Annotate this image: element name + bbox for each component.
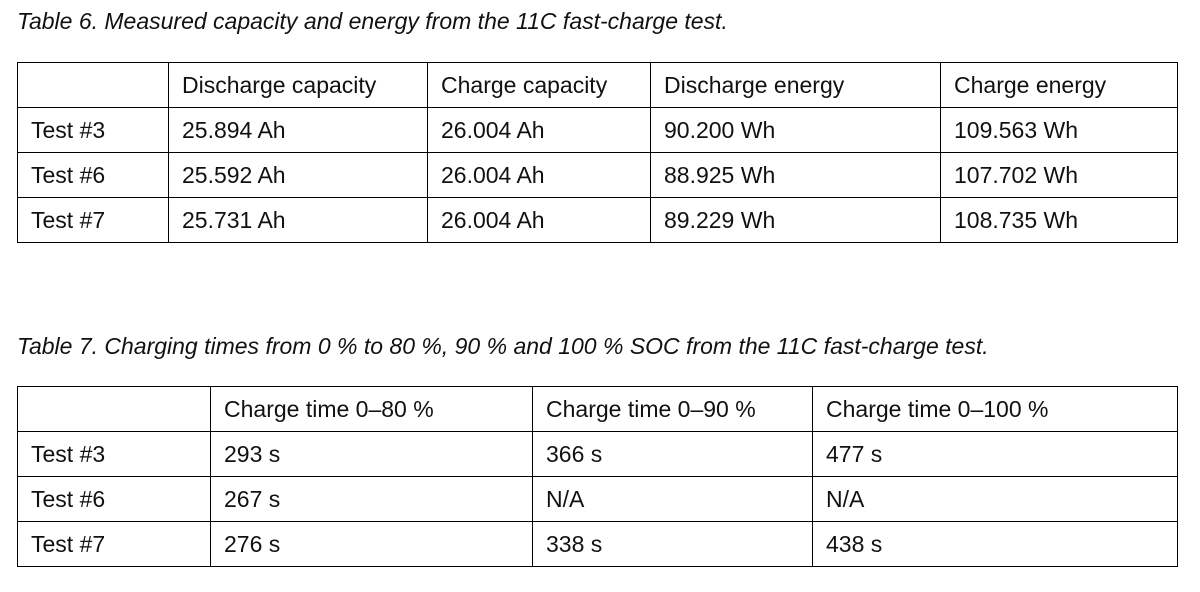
table-cell: 338 s <box>532 521 813 567</box>
table-cell: 25.592 Ah <box>168 152 428 198</box>
table-row: Test #6 25.592 Ah 26.004 Ah 88.925 Wh 107.70… <box>17 152 1178 198</box>
row-label: Test #3 <box>17 431 211 477</box>
header-cell <box>17 386 211 432</box>
header-cell: Charge time 0–80 % <box>210 386 533 432</box>
header-row: Discharge capacity Charge capacity Dischar… <box>17 62 1178 108</box>
row-label: Test #6 <box>17 476 211 522</box>
table-cell: 25.731 Ah <box>168 197 428 243</box>
table-row: Test #6 267 s N/A N/A <box>17 476 1178 522</box>
table-cell: 438 s <box>812 521 1178 567</box>
table-caption: Table 7. Charging times from 0 % to 80 %… <box>17 333 989 359</box>
table-row: Test #3 293 s 366 s 477 s <box>17 431 1178 477</box>
header-cell: Charge energy <box>940 62 1178 108</box>
header-cell: Charge time 0–100 % <box>812 386 1178 432</box>
table-cell: 267 s <box>210 476 533 522</box>
header-row: Charge time 0–80 % Charge time 0–90 % Char… <box>17 386 1178 432</box>
table-cell: 26.004 Ah <box>427 197 651 243</box>
table-caption: Table 6. Measured capacity and energy fr… <box>17 8 728 34</box>
table-cell: 109.563 Wh <box>940 107 1178 153</box>
table-row: Test #7 276 s 338 s 438 s <box>17 521 1178 567</box>
table-row: Test #7 25.731 Ah 26.004 Ah 89.229 Wh 108.73… <box>17 197 1178 243</box>
table-cell: 108.735 Wh <box>940 197 1178 243</box>
header-cell: Discharge capacity <box>168 62 428 108</box>
row-label: Test #6 <box>17 152 169 198</box>
row-label: Test #3 <box>17 107 169 153</box>
table-cell: 88.925 Wh <box>650 152 941 198</box>
row-label: Test #7 <box>17 197 169 243</box>
row-label: Test #7 <box>17 521 211 567</box>
header-cell: Discharge energy <box>650 62 941 108</box>
table-cell: 107.702 Wh <box>940 152 1178 198</box>
table-cell: 366 s <box>532 431 813 477</box>
data-table: Charge time 0–80 % Charge time 0–90 % Char… <box>17 386 1178 567</box>
table-cell: 276 s <box>210 521 533 567</box>
table-cell: N/A <box>532 476 813 522</box>
header-cell <box>17 62 169 108</box>
header-cell: Charge time 0–90 % <box>532 386 813 432</box>
table-cell: N/A <box>812 476 1178 522</box>
table-cell: 90.200 Wh <box>650 107 941 153</box>
table-cell: 477 s <box>812 431 1178 477</box>
table-cell: 26.004 Ah <box>427 152 651 198</box>
data-table: Discharge capacity Charge capacity Dischar… <box>17 62 1178 243</box>
table-cell: 25.894 Ah <box>168 107 428 153</box>
table-cell: 26.004 Ah <box>427 107 651 153</box>
table-cell: 89.229 Wh <box>650 197 941 243</box>
table-cell: 293 s <box>210 431 533 477</box>
header-cell: Charge capacity <box>427 62 651 108</box>
table-row: Test #3 25.894 Ah 26.004 Ah 90.200 Wh 109.56… <box>17 107 1178 153</box>
